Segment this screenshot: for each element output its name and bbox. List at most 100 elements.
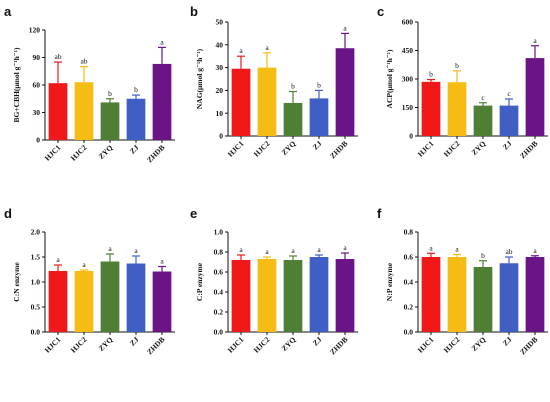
x-tick-label: ZJ — [501, 139, 514, 152]
bar-ZYQ — [283, 260, 303, 332]
y-tick-label: 0.8 — [214, 248, 224, 257]
significance-letter: b — [291, 82, 295, 91]
panel-label: c — [377, 4, 384, 19]
y-axis-label: N:P enzyme — [385, 262, 394, 301]
y-tick-label: 0.4 — [404, 278, 414, 287]
y-tick-label: 0 — [409, 132, 413, 141]
y-tick-label: 30 — [216, 63, 224, 72]
y-tick-label: 40 — [216, 40, 224, 49]
y-tick-label: 0.0 — [214, 328, 224, 337]
significance-letter: ab — [80, 57, 87, 66]
x-tick-label: HJC1 — [416, 335, 436, 355]
y-tick-label: 0.6 — [214, 268, 224, 277]
y-axis-label: ACP(μmol g⁻¹h⁻¹) — [385, 49, 394, 108]
bar-ZJ — [126, 263, 146, 332]
bar-ZHDB — [152, 63, 172, 140]
x-tick-label: HJC2 — [442, 139, 462, 159]
bar-ZYQ — [473, 105, 493, 136]
significance-letter: a — [343, 23, 347, 32]
x-tick-label: HJC2 — [252, 139, 272, 159]
significance-letter: a — [160, 37, 164, 46]
x-tick-label: ZYQ — [280, 139, 298, 157]
bar-HJC2 — [447, 257, 467, 332]
panel-label: e — [190, 206, 197, 221]
x-tick-label: ZHDB — [145, 335, 166, 356]
x-tick-label: ZJ — [128, 335, 141, 348]
x-tick-label: ZYQ — [280, 335, 298, 353]
significance-letter: a — [160, 257, 164, 266]
x-tick-label: ZHDB — [518, 139, 539, 160]
y-tick-label: 10 — [216, 109, 224, 118]
bar-HJC1 — [421, 257, 441, 332]
y-tick-label: 0.4 — [214, 288, 224, 297]
bar-ZHDB — [525, 257, 545, 332]
bar-HJC2 — [257, 67, 277, 136]
significance-letter: a — [56, 255, 60, 264]
y-tick-label: 2.0 — [31, 228, 41, 237]
significance-letter: a — [82, 260, 86, 269]
bar-ZHDB — [525, 58, 545, 136]
bar-ZJ — [309, 257, 329, 332]
x-tick-label: HJC1 — [226, 335, 246, 355]
y-tick-label: 600 — [402, 18, 414, 27]
x-tick-label: ZJ — [128, 143, 141, 156]
bar-HJC2 — [257, 259, 277, 332]
x-tick-label: ZJ — [501, 335, 514, 348]
significance-letter: a — [343, 243, 347, 252]
panel-label: b — [190, 4, 198, 19]
x-tick-label: HJC2 — [69, 143, 89, 163]
bar-ZHDB — [335, 259, 355, 332]
x-tick-label: ZHDB — [518, 335, 539, 356]
panel-d: d 0.0 0.5 1.0 1.5 2.0 C:N enzyme a HJC1 a HJC2 a ZYQ… — [4, 206, 175, 356]
significance-letter: c — [507, 89, 511, 98]
bar-HJC2 — [74, 82, 94, 140]
significance-letter: b — [455, 61, 459, 70]
x-tick-label: HJC2 — [252, 335, 272, 355]
panel-label: a — [4, 4, 12, 19]
x-tick-label: HJC1 — [43, 143, 63, 163]
significance-letter: ab — [505, 247, 512, 256]
panel-label: d — [4, 206, 12, 221]
panel-e: e 0.0 0.2 0.4 0.6 0.8 1.0 C:P enzyme a HJC1 a HJC2 a… — [190, 206, 358, 356]
y-tick-label: 0.0 — [31, 328, 41, 337]
y-tick-label: 0 — [219, 132, 223, 141]
y-tick-label: 450 — [402, 46, 414, 55]
significance-letter: a — [429, 243, 433, 252]
significance-letter: a — [108, 244, 112, 253]
bar-ZJ — [126, 98, 146, 140]
y-tick-label: 150 — [402, 103, 414, 112]
y-axis-label: BG+CBH(μmol g⁻¹h⁻¹) — [12, 47, 21, 122]
significance-letter: a — [533, 36, 537, 45]
x-tick-label: ZHDB — [145, 143, 166, 164]
panel-f: f 0.0 0.2 0.4 0.6 0.8 N:P enzyme a HJC1 a HJC2 b ZYQ… — [377, 206, 548, 356]
y-tick-label: 20 — [216, 86, 224, 95]
bar-HJC1 — [231, 260, 251, 332]
y-tick-label: 0.6 — [404, 253, 414, 262]
significance-letter: a — [239, 245, 243, 254]
y-tick-label: 0.2 — [214, 308, 224, 317]
bar-HJC1 — [421, 81, 441, 136]
x-tick-label: HJC1 — [226, 139, 246, 159]
bar-HJC1 — [48, 271, 68, 332]
significance-letter: b — [429, 70, 433, 79]
significance-letter: a — [317, 245, 321, 254]
y-tick-label: 30 — [33, 108, 41, 117]
y-tick-label: 90 — [33, 53, 41, 62]
bar-ZYQ — [100, 261, 120, 332]
x-tick-label: ZHDB — [328, 335, 349, 356]
x-tick-label: ZHDB — [328, 139, 349, 160]
x-tick-label: HJC2 — [442, 335, 462, 355]
bar-HJC2 — [447, 82, 467, 136]
x-tick-label: ZYQ — [97, 335, 115, 353]
significance-letter: a — [455, 245, 459, 254]
y-tick-label: 0 — [36, 136, 40, 145]
significance-letter: a — [291, 246, 295, 255]
y-tick-label: 60 — [33, 81, 41, 90]
x-tick-label: HJC1 — [43, 335, 63, 355]
significance-letter: a — [134, 246, 138, 255]
x-tick-label: ZYQ — [97, 143, 115, 161]
y-tick-label: 0.2 — [404, 303, 414, 312]
y-tick-label: 1.5 — [31, 253, 41, 262]
